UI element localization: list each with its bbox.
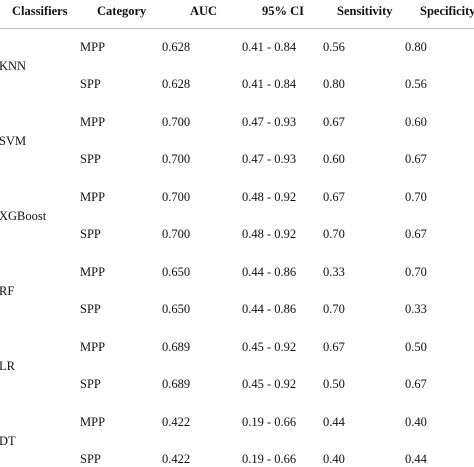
cell: 0.689 bbox=[162, 377, 191, 391]
cell: 0.47 - 0.93 bbox=[242, 115, 297, 129]
cell: 0.67 bbox=[405, 227, 427, 241]
cell: 0.44 - 0.86 bbox=[242, 265, 297, 279]
cell: 0.33 bbox=[323, 265, 345, 279]
cell: 0.50 bbox=[323, 377, 345, 391]
cell: 0.67 bbox=[323, 340, 345, 354]
cell: 0.19 - 0.66 bbox=[242, 415, 297, 429]
cell: 0.44 - 0.86 bbox=[242, 302, 297, 316]
cell: 0.45 - 0.92 bbox=[242, 340, 297, 354]
cell: 0.422 bbox=[162, 452, 191, 466]
classifier: LR bbox=[0, 359, 15, 373]
cell: MPP bbox=[80, 115, 106, 129]
cell: SPP bbox=[80, 302, 101, 316]
cell: 0.80 bbox=[405, 40, 427, 54]
header-rule bbox=[0, 28, 474, 29]
classifier: DT bbox=[0, 434, 16, 448]
cell: 0.700 bbox=[162, 190, 191, 204]
cell: SPP bbox=[80, 377, 101, 391]
cell: SPP bbox=[80, 77, 101, 91]
cell: MPP bbox=[80, 265, 106, 279]
cell: 0.40 bbox=[405, 415, 427, 429]
cell: 0.47 - 0.93 bbox=[242, 152, 297, 166]
cell: 0.56 bbox=[323, 40, 345, 54]
classifier: XGBoost bbox=[0, 209, 47, 223]
cell: MPP bbox=[80, 190, 106, 204]
cell: 0.67 bbox=[405, 152, 427, 166]
cell: 0.48 - 0.92 bbox=[242, 227, 297, 241]
cell: 0.40 bbox=[323, 452, 345, 466]
cell: 0.44 bbox=[405, 452, 427, 466]
cell: 0.33 bbox=[405, 302, 427, 316]
cell: 0.67 bbox=[405, 377, 427, 391]
cell: 0.650 bbox=[162, 265, 191, 279]
cell: 0.422 bbox=[162, 415, 191, 429]
cell: 0.700 bbox=[162, 227, 191, 241]
cell: 0.70 bbox=[405, 265, 427, 279]
cell: 0.628 bbox=[162, 40, 191, 54]
header-cell: AUC bbox=[190, 4, 218, 18]
cell: MPP bbox=[80, 415, 106, 429]
cell: 0.60 bbox=[405, 115, 427, 129]
cell: MPP bbox=[80, 40, 106, 54]
header-cell: Category bbox=[97, 4, 147, 18]
header-cell: Specificity bbox=[420, 4, 474, 18]
cell: 0.60 bbox=[323, 152, 345, 166]
classifier: SVM bbox=[0, 134, 27, 148]
cell: 0.41 - 0.84 bbox=[242, 40, 297, 54]
cell: 0.70 bbox=[323, 302, 345, 316]
cell: 0.628 bbox=[162, 77, 191, 91]
header-cell: 95% CI bbox=[262, 4, 305, 18]
cell: 0.70 bbox=[323, 227, 345, 241]
cell: 0.700 bbox=[162, 115, 191, 129]
cell: 0.50 bbox=[405, 340, 427, 354]
cell: 0.689 bbox=[162, 340, 191, 354]
cell: 0.56 bbox=[405, 77, 427, 91]
cell: 0.80 bbox=[323, 77, 345, 91]
cell: 0.70 bbox=[405, 190, 427, 204]
cell: 0.44 bbox=[323, 415, 345, 429]
cell: 0.650 bbox=[162, 302, 191, 316]
header-cell: Classifiers bbox=[12, 4, 68, 18]
cell: 0.19 - 0.66 bbox=[242, 452, 297, 466]
cell: 0.67 bbox=[323, 190, 345, 204]
cell: 0.45 - 0.92 bbox=[242, 377, 297, 391]
cell: 0.41 - 0.84 bbox=[242, 77, 297, 91]
cell: 0.700 bbox=[162, 152, 191, 166]
header-cell: Sensitivity bbox=[337, 4, 393, 18]
classifier: RF bbox=[0, 284, 15, 298]
cell: MPP bbox=[80, 340, 106, 354]
classifier: KNN bbox=[0, 59, 27, 73]
cell: SPP bbox=[80, 152, 101, 166]
cell: SPP bbox=[80, 452, 101, 466]
cell: 0.67 bbox=[323, 115, 345, 129]
cell: SPP bbox=[80, 227, 101, 241]
cell: 0.48 - 0.92 bbox=[242, 190, 297, 204]
